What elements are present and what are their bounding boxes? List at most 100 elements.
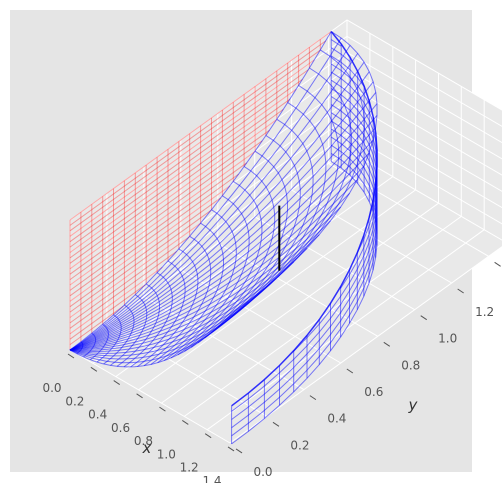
y-tick-label: 0.4 bbox=[327, 412, 346, 426]
wire-line bbox=[69, 261, 295, 354]
x-tick-mark bbox=[113, 380, 120, 385]
wire-line bbox=[69, 250, 177, 329]
wire-line bbox=[69, 71, 370, 351]
y-tick-label: 1.0 bbox=[438, 332, 457, 346]
grid-line-z bbox=[69, 116, 502, 318]
x-tick-mark bbox=[90, 366, 98, 372]
grid-line-z bbox=[69, 19, 502, 221]
wire-line bbox=[69, 162, 248, 291]
wire-line bbox=[69, 103, 378, 351]
wire-line bbox=[69, 206, 341, 351]
y-tick-label: 0.0 bbox=[253, 465, 272, 479]
wire-line bbox=[69, 236, 190, 324]
y-tick-mark bbox=[383, 341, 391, 347]
wire-line bbox=[69, 313, 232, 368]
wire-line bbox=[293, 120, 378, 352]
y-tick-mark bbox=[420, 315, 427, 321]
x-axis-label: x bbox=[142, 439, 152, 457]
x-tick-label: 0.0 bbox=[42, 381, 61, 395]
y-tick-label: 1.2 bbox=[475, 305, 494, 319]
wire-line bbox=[69, 61, 365, 351]
wire-line bbox=[69, 140, 263, 281]
wire-line bbox=[330, 104, 378, 254]
x-tick-label: 0.4 bbox=[88, 408, 107, 422]
x-tick-mark bbox=[136, 393, 143, 399]
wire-line bbox=[231, 144, 378, 429]
wire-line bbox=[69, 129, 270, 275]
wire-line bbox=[69, 45, 351, 351]
wire-line bbox=[69, 305, 124, 346]
wire-line bbox=[330, 79, 378, 153]
wire-line bbox=[69, 119, 277, 270]
x-tick-label: 1.2 bbox=[180, 461, 199, 475]
wire-line bbox=[69, 197, 222, 308]
wire-line bbox=[69, 247, 308, 353]
wire-line bbox=[330, 39, 342, 47]
x-tick-label: 0.8 bbox=[134, 434, 153, 448]
surfaces bbox=[69, 31, 378, 445]
y-tick-label: 0.8 bbox=[401, 358, 420, 372]
wire-line bbox=[69, 220, 331, 351]
wire-line bbox=[69, 165, 365, 351]
wire-line bbox=[69, 53, 359, 351]
wire-line bbox=[69, 31, 332, 221]
y-tick-label: 0.6 bbox=[364, 385, 383, 399]
series-paraboloid bbox=[69, 31, 378, 368]
grid-line-x bbox=[229, 246, 502, 444]
wire-line bbox=[69, 152, 370, 351]
wire-line bbox=[69, 78, 303, 248]
series-plane-x0 bbox=[69, 31, 332, 350]
wire-line bbox=[69, 92, 377, 351]
wire-line bbox=[69, 31, 332, 351]
x-tick-mark bbox=[227, 446, 235, 452]
wire-line bbox=[330, 96, 378, 219]
wire-line bbox=[69, 185, 231, 302]
x-tick-label: 1.4 bbox=[202, 474, 221, 483]
x-tick-label: 0.2 bbox=[65, 394, 84, 408]
wire-line bbox=[69, 284, 146, 340]
wire-line bbox=[69, 151, 255, 286]
y-tick-mark bbox=[309, 395, 317, 401]
tick-labels: 0.00.20.40.60.81.01.21.40.00.20.40.60.81… bbox=[42, 261, 501, 483]
wire-line bbox=[69, 49, 321, 232]
wire-line bbox=[69, 234, 320, 351]
y-tick-mark bbox=[457, 288, 464, 294]
x-tick-mark bbox=[182, 419, 189, 425]
y-tick-mark bbox=[272, 421, 280, 427]
wire-line bbox=[330, 47, 351, 62]
cylinder-top-edge bbox=[231, 31, 378, 407]
wire-line bbox=[69, 81, 374, 351]
pane-floor bbox=[70, 150, 502, 443]
y-tick-mark bbox=[494, 261, 501, 267]
wire-line bbox=[69, 115, 378, 351]
wire-line bbox=[69, 88, 297, 253]
wire-line bbox=[231, 136, 378, 420]
wire-line bbox=[231, 161, 378, 445]
wire-line bbox=[69, 59, 315, 237]
wire-line bbox=[69, 69, 309, 243]
wire-line bbox=[69, 301, 249, 364]
wire-line bbox=[69, 139, 374, 351]
wire-line bbox=[231, 128, 378, 412]
x-tick-mark bbox=[204, 433, 212, 439]
wire-line bbox=[69, 266, 163, 335]
wire-line bbox=[69, 274, 280, 357]
y-tick-mark bbox=[235, 448, 243, 454]
x-tick-label: 1.0 bbox=[157, 447, 176, 461]
wire-line bbox=[69, 288, 265, 360]
grid-line-z bbox=[69, 35, 502, 237]
wire-line bbox=[69, 37, 342, 351]
wire-line bbox=[69, 173, 239, 297]
wire-line bbox=[69, 127, 376, 351]
wire-line bbox=[69, 209, 212, 313]
wire-line bbox=[330, 71, 374, 123]
wire-line bbox=[69, 108, 284, 264]
grid-line-z bbox=[69, 84, 502, 286]
y-axis-label: y bbox=[408, 396, 419, 414]
wire-line bbox=[69, 222, 201, 318]
wire-line bbox=[231, 152, 378, 437]
x-tick-mark bbox=[67, 353, 75, 359]
series-cylinder bbox=[231, 31, 378, 445]
y-tick-mark bbox=[346, 368, 354, 374]
